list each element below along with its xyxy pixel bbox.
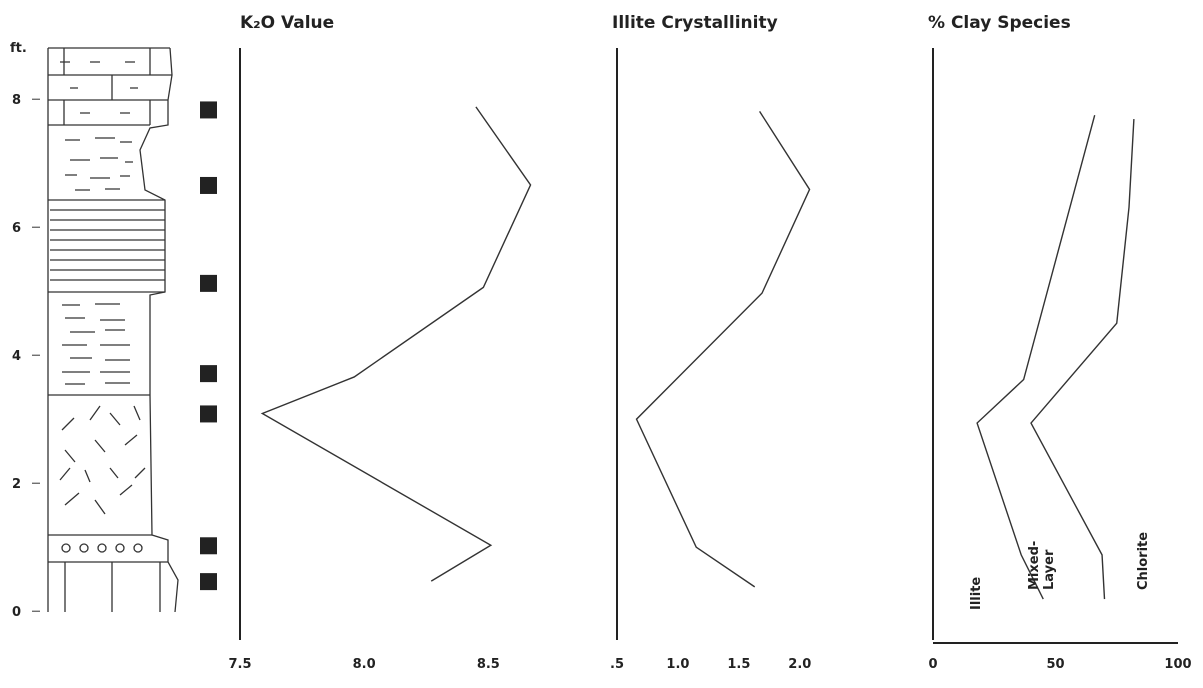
- x-tick-label: 7.5: [228, 657, 251, 672]
- x-tick-label: 50: [1046, 657, 1064, 672]
- x-tick-label: 8.0: [353, 657, 376, 672]
- depth-axis-label: ft.: [10, 41, 27, 56]
- x-tick-label: 1.0: [666, 657, 689, 672]
- x-tick-label: 8.5: [477, 657, 500, 672]
- sample-marker: [200, 573, 217, 591]
- chart-title: % Clay Species: [928, 13, 1071, 33]
- y-tick-label: 6: [12, 221, 21, 236]
- region-label: Layer: [1042, 549, 1057, 590]
- sample-marker: [200, 365, 217, 383]
- x-tick-label: 100: [1164, 657, 1191, 672]
- sample-marker: [200, 274, 217, 292]
- x-tick-label: 1.5: [727, 657, 750, 672]
- strat-column: [47, 47, 179, 613]
- x-tick-label: 2.0: [788, 657, 811, 672]
- y-tick-label: 0: [12, 605, 21, 620]
- sample-marker: [200, 101, 217, 119]
- chart-title: K₂O Value: [240, 13, 334, 33]
- region-label: Chlorite: [1136, 532, 1151, 590]
- data-line: [260, 106, 532, 582]
- region-label: Mixed-: [1027, 541, 1042, 590]
- y-tick-label: 4: [12, 349, 21, 364]
- x-tick-label: .5: [610, 657, 624, 672]
- chart-title: Illite Crystallinity: [612, 13, 778, 33]
- data-line: [976, 115, 1096, 600]
- data-line: [635, 110, 811, 588]
- region-label: Illite: [969, 577, 984, 610]
- y-tick-label: 2: [12, 477, 21, 492]
- x-tick-label: 0: [928, 657, 937, 672]
- sample-marker: [200, 537, 217, 555]
- y-tick-label: 8: [12, 93, 21, 108]
- data-line: [1030, 119, 1135, 600]
- sample-marker: [200, 176, 217, 194]
- sample-marker: [200, 405, 217, 423]
